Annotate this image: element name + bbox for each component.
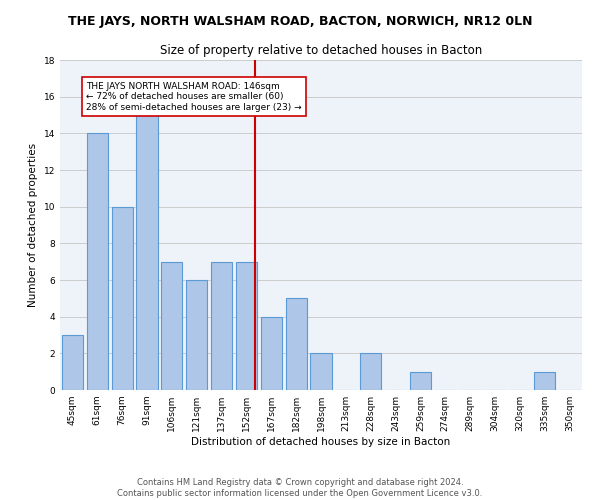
Bar: [87, 134, 108, 390]
Bar: [62, 335, 83, 390]
Bar: [236, 262, 257, 390]
Y-axis label: Number of detached properties: Number of detached properties: [28, 143, 38, 307]
Bar: [161, 262, 182, 390]
Bar: [310, 354, 332, 390]
Bar: [360, 354, 381, 390]
Text: THE JAYS NORTH WALSHAM ROAD: 146sqm
← 72% of detached houses are smaller (60)
28: THE JAYS NORTH WALSHAM ROAD: 146sqm ← 72…: [86, 82, 302, 112]
Bar: [186, 280, 207, 390]
Bar: [136, 115, 158, 390]
Bar: [286, 298, 307, 390]
Bar: [261, 316, 282, 390]
Bar: [410, 372, 431, 390]
Title: Size of property relative to detached houses in Bacton: Size of property relative to detached ho…: [160, 44, 482, 58]
Bar: [112, 206, 133, 390]
Text: Contains HM Land Registry data © Crown copyright and database right 2024.
Contai: Contains HM Land Registry data © Crown c…: [118, 478, 482, 498]
Text: THE JAYS, NORTH WALSHAM ROAD, BACTON, NORWICH, NR12 0LN: THE JAYS, NORTH WALSHAM ROAD, BACTON, NO…: [68, 15, 532, 28]
Bar: [534, 372, 555, 390]
X-axis label: Distribution of detached houses by size in Bacton: Distribution of detached houses by size …: [191, 437, 451, 447]
Bar: [211, 262, 232, 390]
